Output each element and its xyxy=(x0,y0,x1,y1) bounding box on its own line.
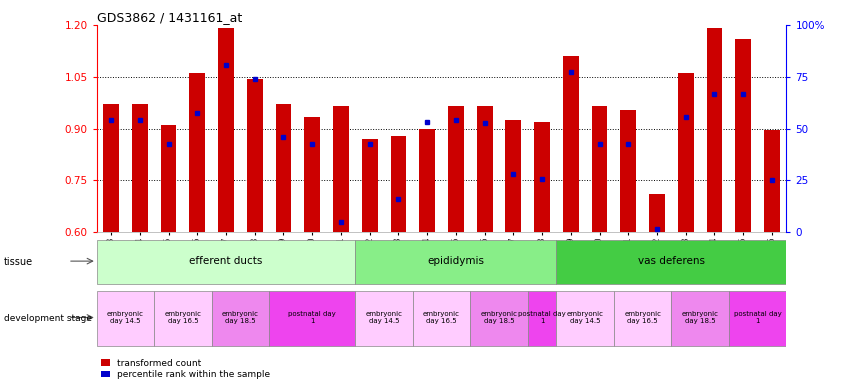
Bar xyxy=(706,28,722,232)
Bar xyxy=(97,291,154,346)
Bar xyxy=(557,291,614,346)
Bar xyxy=(154,291,212,346)
Text: embryonic
day 16.5: embryonic day 16.5 xyxy=(165,311,201,324)
Bar xyxy=(764,130,780,232)
Bar xyxy=(563,56,579,232)
Bar xyxy=(247,79,262,232)
Bar xyxy=(505,120,521,232)
Text: epididymis: epididymis xyxy=(427,256,484,266)
Text: postnatal day
1: postnatal day 1 xyxy=(288,311,336,324)
Bar xyxy=(132,104,148,232)
Bar xyxy=(269,291,355,346)
Text: postnatal day
1: postnatal day 1 xyxy=(733,311,781,324)
Bar xyxy=(212,291,269,346)
Bar xyxy=(534,122,550,232)
Bar xyxy=(413,291,470,346)
Text: GDS3862 / 1431161_at: GDS3862 / 1431161_at xyxy=(97,11,242,24)
Bar xyxy=(477,106,493,232)
Text: embryonic
day 14.5: embryonic day 14.5 xyxy=(567,311,604,324)
Text: embryonic
day 18.5: embryonic day 18.5 xyxy=(682,311,718,324)
Text: tissue: tissue xyxy=(4,257,34,267)
Bar xyxy=(621,110,636,232)
Bar xyxy=(97,240,355,284)
Text: embryonic
day 14.5: embryonic day 14.5 xyxy=(107,311,144,324)
Bar xyxy=(448,106,463,232)
Bar xyxy=(420,129,435,232)
Bar xyxy=(678,73,694,232)
Text: embryonic
day 16.5: embryonic day 16.5 xyxy=(423,311,460,324)
Legend: transformed count, percentile rank within the sample: transformed count, percentile rank withi… xyxy=(101,359,271,379)
Text: development stage: development stage xyxy=(4,314,93,323)
Text: vas deferens: vas deferens xyxy=(637,256,705,266)
Bar xyxy=(614,291,671,346)
Bar xyxy=(355,291,413,346)
Bar xyxy=(528,291,557,346)
Bar xyxy=(592,106,607,232)
Bar xyxy=(729,291,786,346)
Bar xyxy=(355,240,557,284)
Bar xyxy=(649,194,665,232)
Text: efferent ducts: efferent ducts xyxy=(189,256,262,266)
Bar xyxy=(189,73,205,232)
Bar xyxy=(161,125,177,232)
Bar xyxy=(304,117,320,232)
Bar xyxy=(362,139,378,232)
Text: embryonic
day 18.5: embryonic day 18.5 xyxy=(480,311,517,324)
Bar xyxy=(276,104,291,232)
Bar xyxy=(470,291,528,346)
Bar xyxy=(557,240,786,284)
Bar xyxy=(390,136,406,232)
Text: embryonic
day 14.5: embryonic day 14.5 xyxy=(366,311,403,324)
Bar xyxy=(218,28,234,232)
Bar xyxy=(103,104,119,232)
Bar xyxy=(333,106,349,232)
Text: embryonic
day 18.5: embryonic day 18.5 xyxy=(222,311,259,324)
Bar xyxy=(671,291,729,346)
Text: embryonic
day 16.5: embryonic day 16.5 xyxy=(624,311,661,324)
Text: postnatal day
1: postnatal day 1 xyxy=(518,311,566,324)
Bar xyxy=(735,39,751,232)
